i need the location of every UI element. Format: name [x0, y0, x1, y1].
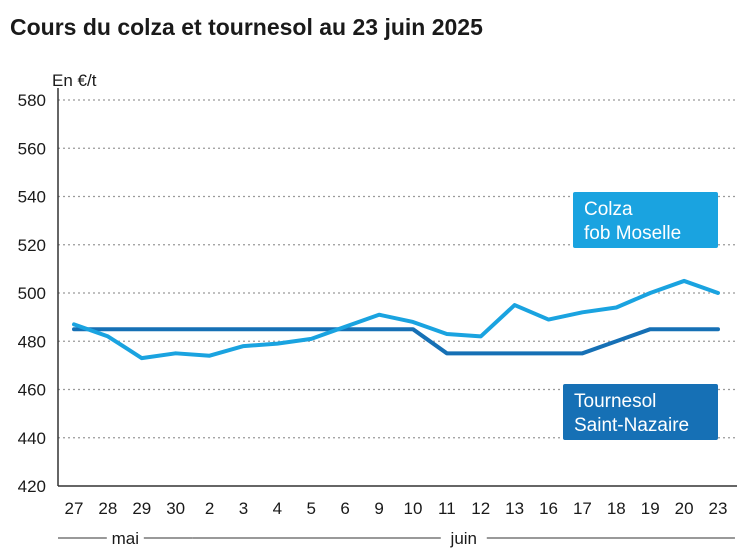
series-lines [72, 278, 720, 361]
x-tick-label: 16 [539, 499, 558, 518]
series-label-text: Tournesol [574, 391, 656, 412]
x-tick-label: 2 [205, 499, 214, 518]
x-tick-label: 9 [374, 499, 383, 518]
x-tick-label: 10 [403, 499, 422, 518]
x-tick-label: 12 [471, 499, 490, 518]
x-tick-label: 13 [505, 499, 524, 518]
chart-title: Cours du colza et tournesol au 23 juin 2… [10, 14, 483, 40]
series-label-box: Tournesol Saint-Nazaire [563, 384, 718, 440]
series-line [72, 327, 720, 356]
month-label: juin [450, 529, 477, 548]
x-tick-label: 17 [573, 499, 592, 518]
y-tick-label: 420 [18, 477, 46, 496]
x-tick-label: 23 [709, 499, 728, 518]
series-label-text: Saint-Nazaire [574, 415, 689, 436]
y-tick-label: 500 [18, 284, 46, 303]
x-tick-label: 30 [166, 499, 185, 518]
y-tick-label: 560 [18, 139, 46, 158]
x-tick-label: 5 [307, 499, 316, 518]
x-tick-label: 11 [438, 499, 456, 518]
series-label-text: Colza [584, 199, 633, 220]
series-line [72, 278, 720, 361]
y-ticks: 420 440 460 480 500 520 540 560 580 [18, 91, 46, 496]
x-tick-label: 27 [65, 499, 84, 518]
series-labels: Colza fob Moselle Tournesol Saint-Nazaire [563, 192, 718, 440]
series-label-background [563, 384, 718, 440]
series-label-box: Colza fob Moselle [573, 192, 718, 248]
y-tick-label: 580 [18, 91, 46, 110]
x-tick-label: 28 [98, 499, 117, 518]
y-axis-label: En €/t [52, 71, 97, 90]
series-label-background [573, 192, 718, 248]
x-tick-label: 20 [675, 499, 694, 518]
y-tick-label: 460 [18, 381, 46, 400]
x-ticks: 27 28 29 30 2 3 4 5 6 9 10 11 12 13 16 17 18 19 20 23 [65, 499, 728, 518]
x-tick-label: 18 [607, 499, 626, 518]
series-label-text: fob Moselle [584, 223, 681, 244]
y-tick-label: 440 [18, 429, 46, 448]
x-tick-label: 19 [641, 499, 660, 518]
y-tick-label: 520 [18, 236, 46, 255]
x-tick-label: 4 [273, 499, 282, 518]
month-label: mai [112, 529, 139, 548]
x-tick-label: 3 [239, 499, 248, 518]
x-tick-label: 6 [340, 499, 349, 518]
month-labels: mai juin [58, 529, 735, 548]
y-tick-label: 540 [18, 188, 46, 207]
x-tick-label: 29 [132, 499, 151, 518]
y-tick-label: 480 [18, 332, 46, 351]
